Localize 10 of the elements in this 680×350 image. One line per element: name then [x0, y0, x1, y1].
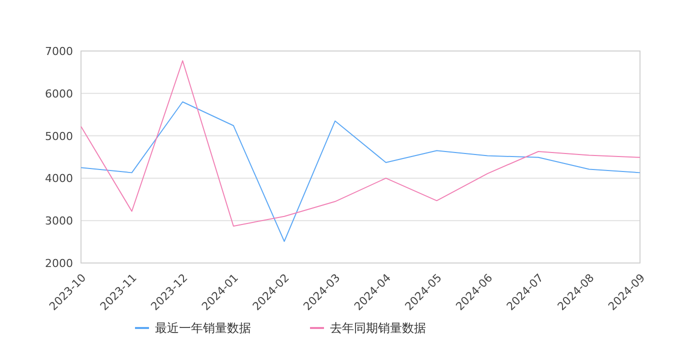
- legend-label: 去年同期销量数据: [330, 321, 426, 335]
- y-tick-label: 7000: [45, 45, 73, 58]
- y-tick-label: 5000: [45, 130, 73, 143]
- y-tick-label: 3000: [45, 214, 73, 228]
- y-tick-label: 4000: [45, 172, 73, 186]
- y-tick-label: 2000: [45, 257, 73, 270]
- legend-label: 最近一年销量数据: [155, 321, 251, 335]
- y-tick-label: 6000: [45, 87, 73, 100]
- line-series: [80, 101, 640, 242]
- line-series: [80, 60, 640, 227]
